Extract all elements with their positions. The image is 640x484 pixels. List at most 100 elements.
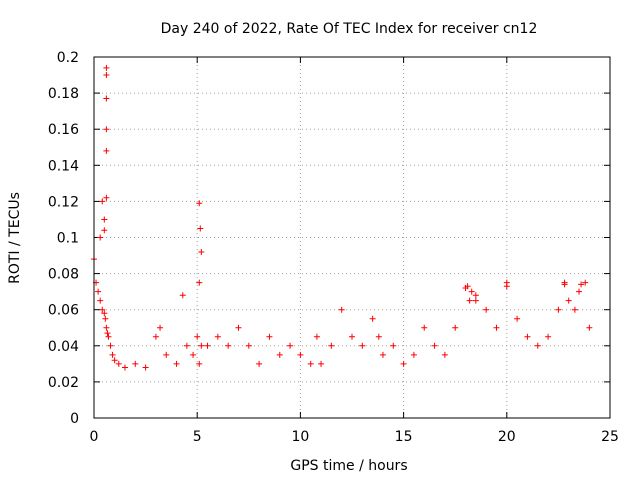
x-tick-label: 5: [193, 429, 202, 445]
data-point: [107, 342, 114, 349]
data-point: [266, 333, 273, 340]
data-point: [225, 342, 232, 349]
x-tick-label: 25: [601, 429, 619, 445]
x-tick-label: 0: [90, 429, 99, 445]
data-point: [173, 360, 180, 367]
data-point: [307, 360, 314, 367]
y-tick-label: 0.04: [48, 339, 79, 355]
data-point: [95, 288, 102, 295]
data-point: [103, 147, 110, 154]
data-point: [472, 292, 479, 299]
data-point: [204, 342, 211, 349]
data-point: [369, 315, 376, 322]
data-point: [197, 225, 204, 232]
data-point: [571, 306, 578, 313]
data-point: [464, 283, 471, 290]
data-point: [576, 288, 583, 295]
data-point: [198, 342, 205, 349]
data-point: [578, 281, 585, 288]
data-point: [99, 306, 106, 313]
data-point: [103, 95, 110, 102]
data-point: [152, 333, 159, 340]
data-point: [472, 297, 479, 304]
data-point: [555, 306, 562, 313]
y-tick-label: 0.16: [48, 122, 79, 138]
data-point: [245, 342, 252, 349]
x-tick-label: 20: [498, 429, 516, 445]
data-point: [142, 364, 149, 371]
data-point: [105, 333, 112, 340]
data-point: [256, 360, 263, 367]
data-point: [163, 351, 170, 358]
y-tick-label: 0.1: [57, 231, 79, 247]
grid-lines: [94, 57, 610, 418]
data-point: [468, 288, 475, 295]
y-tick-label: 0.12: [48, 194, 79, 210]
data-point: [198, 248, 205, 255]
data-point: [441, 351, 448, 358]
data-point: [190, 351, 197, 358]
data-point: [157, 324, 164, 331]
data-point: [410, 351, 417, 358]
data-point: [534, 342, 541, 349]
chart-title: Day 240 of 2022, Rate Of TEC Index for r…: [161, 21, 538, 37]
data-point: [483, 306, 490, 313]
data-point: [338, 306, 345, 313]
axis-ticks: [93, 56, 611, 419]
y-tick-label: 0.08: [48, 267, 79, 283]
data-point: [196, 279, 203, 286]
data-point: [104, 330, 111, 337]
data-point: [586, 324, 593, 331]
data-point: [132, 360, 139, 367]
data-point: [390, 342, 397, 349]
data-point: [121, 364, 128, 371]
data-point: [582, 279, 589, 286]
data-point: [183, 342, 190, 349]
data-point: [421, 324, 428, 331]
data-point: [97, 297, 104, 304]
data-point: [514, 315, 521, 322]
data-point: [349, 333, 355, 340]
data-point: [111, 357, 118, 364]
data-point: [493, 324, 500, 331]
data-point: [276, 351, 283, 358]
y-tick-label: 0: [70, 411, 79, 427]
data-point: [466, 297, 473, 304]
data-point: [196, 360, 203, 367]
data-point: [431, 342, 438, 349]
data-point: [179, 292, 186, 299]
data-point: [97, 234, 104, 241]
plot-frame: [93, 56, 611, 419]
data-point: [452, 324, 459, 331]
data-point: [375, 333, 382, 340]
data-point: [102, 315, 109, 322]
data-point: [287, 342, 294, 349]
data-point: [99, 198, 106, 205]
data-point: [545, 333, 552, 340]
y-tick-label: 0.18: [48, 86, 79, 102]
y-tick-label: 0.14: [48, 158, 79, 174]
data-point: [359, 342, 366, 349]
data-point: [101, 310, 108, 317]
data-point: [103, 72, 110, 79]
data-point: [328, 342, 335, 349]
data-point: [194, 333, 201, 340]
y-tick-label: 0.2: [57, 50, 79, 66]
data-point: [103, 194, 110, 201]
data-point: [103, 64, 110, 71]
data-point: [196, 200, 203, 207]
data-point: [565, 297, 572, 304]
data-point: [313, 333, 320, 340]
y-tick-label: 0.06: [48, 303, 79, 319]
x-tick-label: 15: [395, 429, 413, 445]
data-point: [561, 281, 568, 288]
data-point: [318, 360, 325, 367]
data-point: [115, 360, 122, 367]
data-point: [101, 227, 108, 234]
data-point: [109, 351, 116, 358]
data-point: [214, 333, 221, 340]
data-point: [103, 324, 110, 331]
data-point: [400, 360, 407, 367]
